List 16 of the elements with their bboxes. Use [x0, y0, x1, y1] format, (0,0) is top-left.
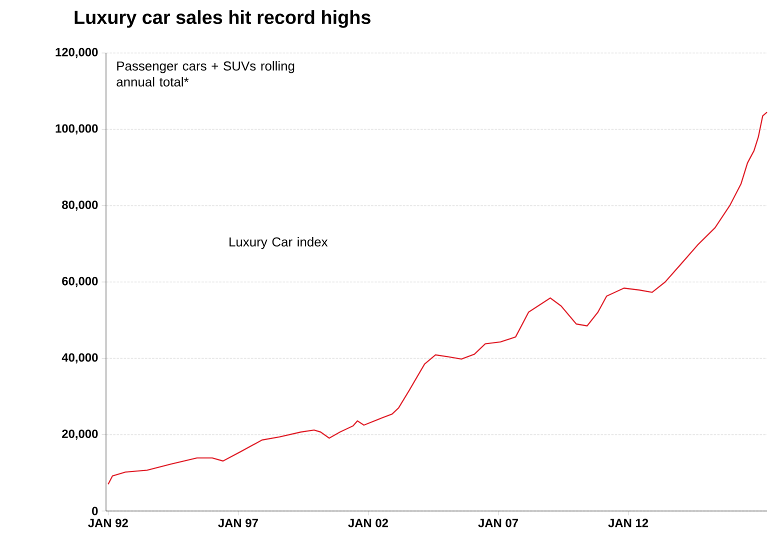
y-tick-label: 20,000: [62, 430, 98, 440]
annotation: Luxury Car index: [230, 237, 328, 250]
y-tick-label: 60,000: [62, 276, 98, 288]
y-tick-label: 120,000: [56, 48, 98, 58]
chart-title: Luxury car sales hit record highs: [74, 10, 370, 28]
y-tick-label: 100,000: [56, 124, 98, 134]
line-series: [108, 112, 768, 485]
y-tick-label: 40,000: [62, 353, 98, 364]
x-tick-label: JAN 02: [348, 518, 388, 528]
y-tick-label: 80,000: [62, 200, 98, 211]
annotation: Passenger cars + SUVs rolling annual total*: [116, 61, 294, 87]
x-tick-label: JAN 12: [608, 518, 648, 528]
x-tick-label: JAN 92: [88, 518, 128, 528]
y-tick-label: 0: [92, 506, 98, 516]
x-tick-label: JAN 97: [218, 518, 258, 528]
x-tick-label: JAN 07: [478, 518, 518, 528]
